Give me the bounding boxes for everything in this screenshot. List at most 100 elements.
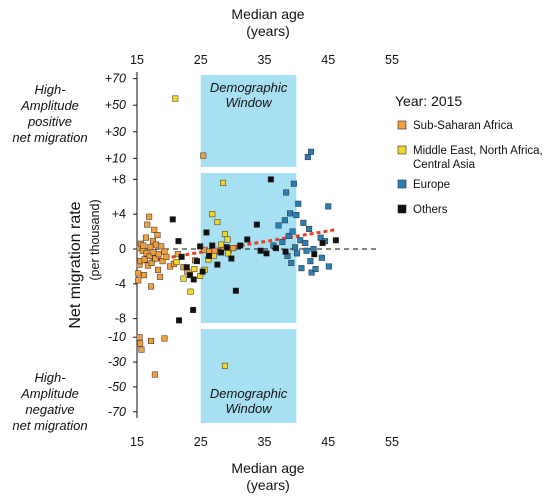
data-point bbox=[257, 247, 264, 254]
data-point bbox=[140, 242, 147, 249]
data-point bbox=[293, 212, 300, 219]
data-point bbox=[142, 234, 149, 241]
y-axis-subtitle: (per thousand) bbox=[88, 199, 102, 280]
data-point bbox=[214, 219, 221, 226]
data-point bbox=[173, 259, 180, 266]
y-tick-label-mid: +8 bbox=[112, 172, 126, 186]
legend-swatch bbox=[397, 120, 407, 130]
data-point bbox=[200, 152, 207, 159]
data-point bbox=[209, 211, 216, 218]
data-point bbox=[225, 250, 232, 257]
data-point bbox=[290, 180, 297, 187]
data-point bbox=[332, 237, 339, 244]
y-tick-label-mid: 0 bbox=[119, 242, 126, 256]
data-point bbox=[135, 270, 142, 277]
data-point bbox=[306, 225, 313, 232]
x-tick-label-bottom: 35 bbox=[258, 435, 272, 449]
y-tick-label-mid: -4 bbox=[115, 277, 126, 291]
data-point bbox=[141, 256, 148, 263]
x-tick-label-top: 35 bbox=[258, 53, 272, 67]
data-point bbox=[137, 340, 144, 347]
data-point bbox=[153, 241, 160, 248]
data-point bbox=[307, 258, 314, 265]
data-point bbox=[300, 219, 307, 226]
legend-label: Central Asia bbox=[413, 159, 476, 171]
x-tick-label-bottom: 55 bbox=[385, 435, 399, 449]
side-label-high: High- bbox=[34, 82, 66, 97]
window-label-top-line1: Demographic bbox=[210, 80, 288, 95]
data-point bbox=[218, 241, 225, 248]
side-label-high: positive bbox=[27, 114, 72, 129]
panel-gap-lower bbox=[200, 323, 297, 329]
data-point bbox=[325, 203, 332, 210]
side-label-low: negative bbox=[25, 402, 74, 417]
data-point bbox=[147, 244, 154, 251]
x-tick-label-bottom: 45 bbox=[321, 435, 335, 449]
data-point bbox=[308, 148, 315, 155]
side-label-high: Amplitude bbox=[20, 98, 79, 113]
side-label-low: Amplitude bbox=[20, 386, 79, 401]
side-label-high: net migration bbox=[12, 130, 87, 145]
data-point bbox=[144, 221, 151, 228]
y-tick-label-mid: -8 bbox=[115, 312, 126, 326]
data-point bbox=[183, 264, 190, 271]
y-axis-title: Net migration rate bbox=[67, 201, 84, 328]
data-point bbox=[214, 261, 221, 268]
data-point bbox=[220, 179, 227, 186]
data-point bbox=[180, 275, 187, 282]
data-point bbox=[149, 238, 156, 245]
data-point bbox=[294, 250, 301, 257]
data-point bbox=[281, 217, 288, 224]
legend-swatch bbox=[397, 204, 407, 214]
legend-label: Others bbox=[413, 204, 448, 216]
data-point bbox=[267, 176, 274, 183]
data-point bbox=[308, 269, 315, 276]
y-tick-label-high: +10 bbox=[105, 151, 126, 165]
data-point bbox=[172, 95, 179, 102]
data-point bbox=[232, 287, 239, 294]
data-point bbox=[263, 250, 270, 257]
legend-swatch bbox=[397, 145, 407, 155]
data-point bbox=[282, 248, 289, 255]
data-point bbox=[148, 283, 155, 290]
y-tick-label-low: -70 bbox=[108, 405, 126, 419]
data-point bbox=[191, 266, 198, 273]
data-point bbox=[203, 229, 210, 236]
window-label-top-line2: Window bbox=[226, 95, 274, 110]
data-point bbox=[206, 252, 213, 259]
x-axis-title-bottom-line1: Median age bbox=[231, 460, 304, 476]
data-point bbox=[187, 288, 194, 295]
data-point bbox=[304, 154, 311, 161]
legend-label: Middle East, North Africa, bbox=[413, 145, 543, 157]
y-tick-label-low: -50 bbox=[108, 380, 126, 394]
data-point bbox=[159, 258, 166, 265]
data-point bbox=[158, 243, 165, 250]
data-point bbox=[221, 362, 228, 369]
x-tick-label-top: 45 bbox=[321, 53, 335, 67]
data-point bbox=[318, 254, 325, 261]
data-point bbox=[244, 236, 251, 243]
data-point bbox=[193, 258, 200, 265]
data-point bbox=[279, 239, 286, 246]
data-point bbox=[151, 226, 158, 233]
data-point bbox=[163, 253, 170, 260]
data-point bbox=[152, 255, 159, 262]
data-point bbox=[175, 238, 182, 245]
data-point bbox=[312, 266, 319, 273]
data-point bbox=[325, 263, 332, 270]
data-point bbox=[298, 265, 305, 272]
data-point bbox=[275, 222, 282, 229]
data-point bbox=[224, 236, 231, 243]
data-point bbox=[136, 334, 143, 341]
y-tick-label-low: -30 bbox=[108, 355, 126, 369]
data-point bbox=[237, 242, 244, 249]
x-axis-title-bottom-line2: (years) bbox=[246, 477, 290, 493]
data-point bbox=[311, 251, 318, 258]
data-point bbox=[199, 268, 206, 275]
data-point bbox=[151, 371, 158, 378]
data-point bbox=[287, 210, 294, 217]
data-point bbox=[138, 346, 145, 353]
data-point bbox=[253, 221, 260, 228]
legend-label: Sub-Saharan Africa bbox=[413, 120, 513, 132]
legend-label: Europe bbox=[413, 179, 450, 191]
